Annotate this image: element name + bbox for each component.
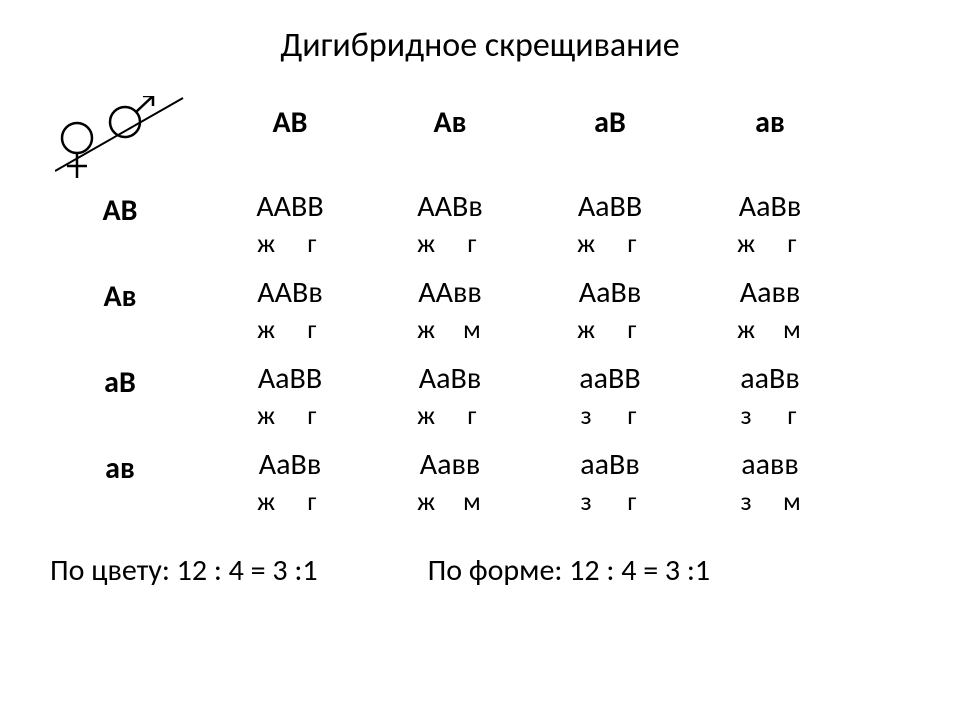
punnett-cell: АаВв ж г <box>370 360 530 446</box>
phenotype: ж м <box>370 485 530 517</box>
grid-corner <box>30 96 210 148</box>
phenotype: ж м <box>370 313 530 345</box>
row-header: аВ <box>30 360 210 446</box>
phenotype: з м <box>690 485 850 517</box>
genotype: АаВВ <box>210 360 370 397</box>
phenotype: ж г <box>370 399 530 431</box>
genotype: ААВв <box>370 188 530 225</box>
phenotype: ж г <box>370 227 530 259</box>
ratio-color: По цвету: 12 : 4 = 3 :1 <box>50 552 318 589</box>
genotype: АаВВ <box>530 188 690 225</box>
col-header: Ав <box>370 96 530 148</box>
col-header: аВ <box>530 96 690 148</box>
col-header: ав <box>690 96 850 148</box>
punnett-grid: АВ Ав аВ ав АВ ААВВ ж г ААВв ж г АаВВ ж … <box>30 96 930 532</box>
phenotype: з г <box>530 485 690 517</box>
punnett-cell: ааВВ з г <box>530 360 690 446</box>
phenotype: ж г <box>690 227 850 259</box>
punnett-cell: ААвв ж м <box>370 274 530 360</box>
genotype: Аавв <box>690 274 850 311</box>
phenotype: ж г <box>530 227 690 259</box>
genotype: АаВв <box>690 188 850 225</box>
col-header: АВ <box>210 96 370 148</box>
genotype: АаВв <box>210 446 370 483</box>
phenotype: ж г <box>210 313 370 345</box>
phenotype: ж м <box>690 313 850 345</box>
genotype: ааВВ <box>530 360 690 397</box>
punnett-cell: АаВв ж г <box>530 274 690 360</box>
phenotype: ж г <box>210 485 370 517</box>
gender-symbols <box>55 96 185 188</box>
genotype: ААВВ <box>210 188 370 225</box>
female-icon <box>62 123 92 178</box>
punnett-cell: ааВв з г <box>530 446 690 532</box>
punnett-cell: ааВв з г <box>690 360 850 446</box>
row-header: АВ <box>30 188 210 274</box>
genotype: ааВв <box>530 446 690 483</box>
punnett-cell: АаВВ ж г <box>210 360 370 446</box>
punnett-cell: АаВв ж г <box>690 188 850 274</box>
page-title: Дигибридное скрещивание <box>30 25 930 66</box>
punnett-cell: ААВв ж г <box>210 274 370 360</box>
ratio-summary: По цвету: 12 : 4 = 3 :1 По форме: 12 : 4… <box>30 552 930 589</box>
genotype: АаВв <box>530 274 690 311</box>
punnett-cell: Аавв ж м <box>370 446 530 532</box>
row-header: Ав <box>30 274 210 360</box>
punnett-cell: АаВв ж г <box>210 446 370 532</box>
punnett-cell: ААВв ж г <box>370 188 530 274</box>
punnett-cell: аавв з м <box>690 446 850 532</box>
phenotype: з г <box>530 399 690 431</box>
genotype: ааВв <box>690 360 850 397</box>
ratio-shape: По форме: 12 : 4 = 3 :1 <box>428 552 711 589</box>
genotype: АаВв <box>370 360 530 397</box>
punnett-cell: Аавв ж м <box>690 274 850 360</box>
genotype: Аавв <box>370 446 530 483</box>
phenotype: ж г <box>530 313 690 345</box>
punnett-cell: АаВВ ж г <box>530 188 690 274</box>
male-icon <box>110 96 153 137</box>
genotype: ААВв <box>210 274 370 311</box>
punnett-cell: ААВВ ж г <box>210 188 370 274</box>
phenotype: ж г <box>210 227 370 259</box>
phenotype: ж г <box>210 399 370 431</box>
genotype: аавв <box>690 446 850 483</box>
genotype: ААвв <box>370 274 530 311</box>
row-header: ав <box>30 446 210 532</box>
phenotype: з г <box>690 399 850 431</box>
